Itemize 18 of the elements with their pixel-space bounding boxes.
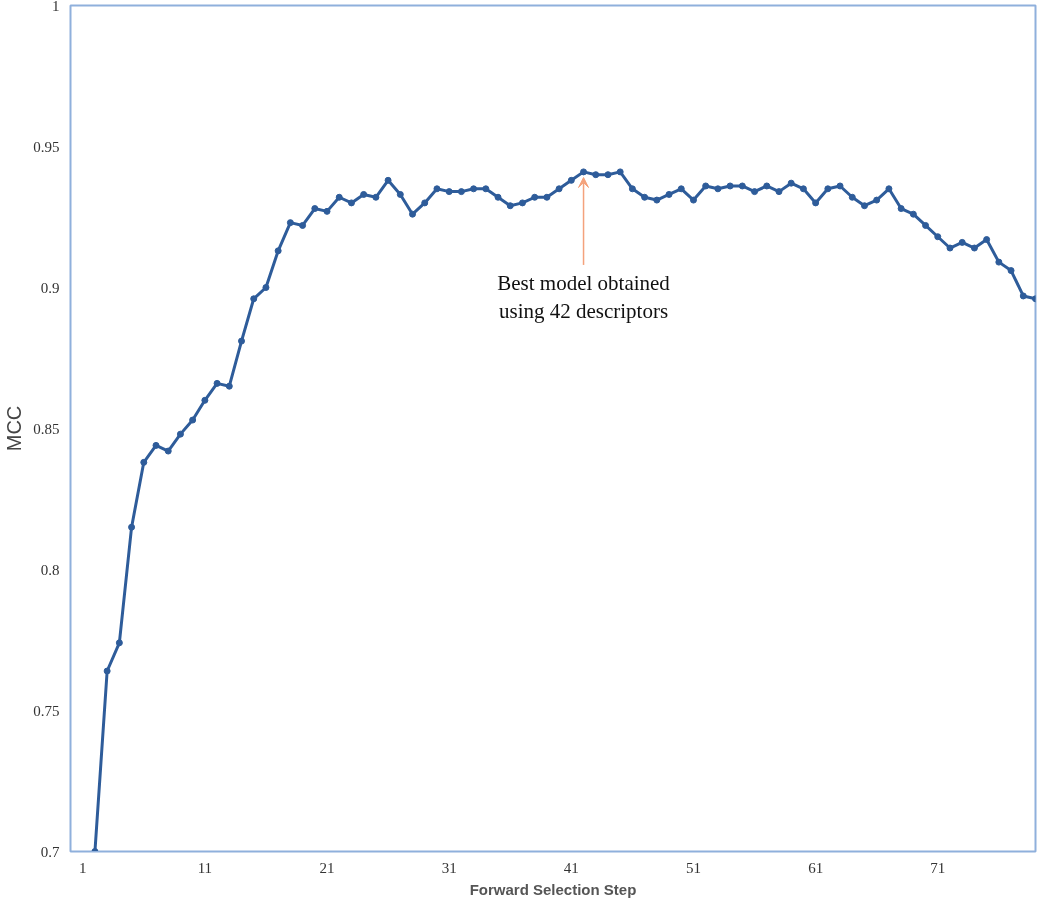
y-tick-label: 0.9	[40, 279, 60, 296]
y-tick-label: 0.75	[33, 702, 60, 719]
y-tick-label: 1	[52, 0, 60, 14]
x-tick-label: 71	[930, 859, 946, 876]
y-tick-label: 0.8	[40, 561, 60, 578]
x-axis-title: Forward Selection Step	[469, 880, 637, 898]
y-tick-label: 0.85	[33, 420, 60, 437]
x-tick-label: 41	[563, 859, 579, 876]
annotation: Best model obtained using 42 descriptors	[497, 270, 671, 324]
x-tick-label: 31	[441, 859, 457, 876]
x-tick-label: 21	[319, 859, 335, 876]
x-tick-label: 51	[685, 859, 701, 876]
y-axis-title: MCC	[3, 405, 26, 452]
y-tick-label: 0.7	[40, 843, 60, 860]
x-tick-label: 11	[197, 859, 213, 876]
x-tick-label: 61	[808, 859, 824, 876]
x-tick-label: 1	[78, 859, 87, 876]
y-tick-label: 0.95	[33, 138, 60, 155]
